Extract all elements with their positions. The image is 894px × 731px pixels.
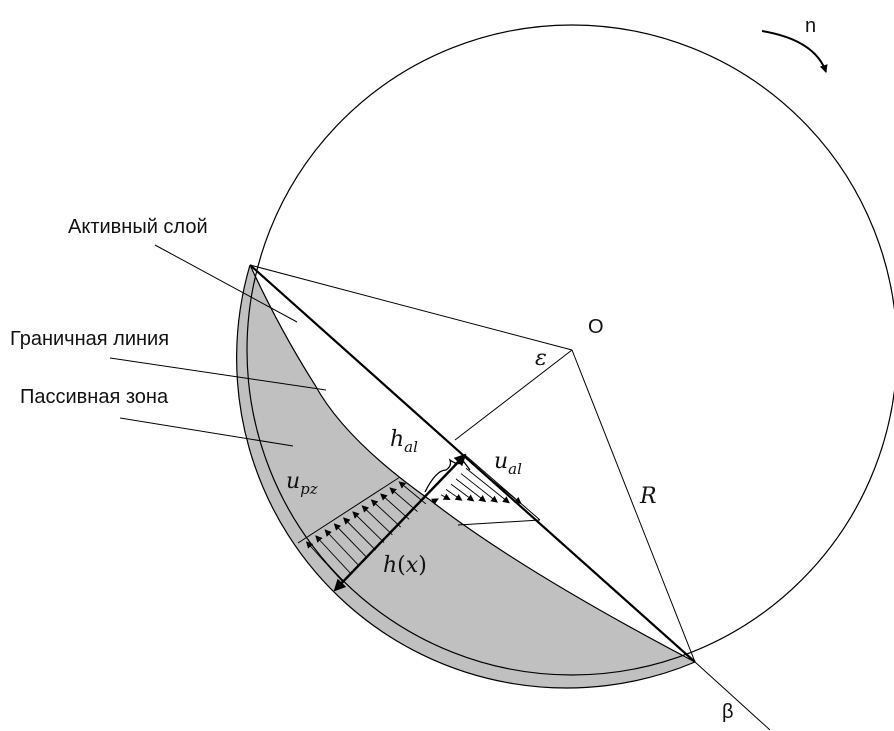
u-al-envelope: [464, 454, 541, 521]
u-al-baseline: [457, 519, 541, 526]
u-pz-base: u: [286, 469, 300, 494]
u-pz-label: upz: [286, 469, 318, 498]
u-pz-arrow: [361, 505, 393, 536]
u-pz-arrow: [324, 529, 360, 566]
u-al-arrows: [431, 462, 522, 505]
h-x-open: (: [397, 553, 406, 578]
h-al-sub: al: [404, 438, 418, 456]
u-pz-arrow: [398, 481, 427, 505]
leader-active-layer: [154, 244, 298, 323]
u-al-sub: al: [508, 460, 522, 478]
h-al-base: h: [390, 427, 404, 452]
u-al-arrow: [455, 478, 487, 503]
center-label: O: [588, 316, 604, 338]
beta-label: β: [722, 701, 734, 723]
u-al-arrow: [470, 462, 522, 505]
u-pz-arrow: [333, 523, 368, 559]
beta-line: [694, 661, 771, 731]
radius-line-R: [571, 349, 696, 663]
u-pz-arrow: [315, 535, 351, 574]
u-pz-arrow: [305, 541, 343, 582]
h-x-base: h: [383, 553, 397, 578]
rotation-arrow-icon: [761, 30, 828, 73]
u-al-arrow: [440, 493, 451, 501]
u-al-base: u: [494, 449, 508, 474]
drum-inner-wall: [236, 264, 696, 689]
u-al-label: ual: [494, 449, 522, 478]
h-x-label: h(x): [383, 553, 427, 578]
u-al-arrow: [431, 498, 439, 505]
epsilon-line: [454, 349, 573, 441]
u-al-arrow: [465, 467, 510, 504]
passive-zone-label: Пассивная зона: [20, 386, 169, 408]
boundary-line: [249, 264, 696, 663]
epsilon-label: ε: [535, 346, 547, 371]
u-pz-arrows: [305, 481, 427, 582]
h-al-brace: [424, 458, 471, 493]
radius-label: R: [639, 484, 657, 509]
passive-zone-region: [236, 265, 695, 688]
rotation-label: n: [805, 15, 816, 37]
h-al-label: hal: [390, 427, 418, 456]
drum-circle: [246, 24, 894, 676]
leader-boundary-line: [109, 357, 327, 391]
u-al-arrow: [460, 473, 498, 503]
thickness-line: [333, 454, 466, 592]
u-pz-arrow: [389, 487, 418, 512]
u-pz-arrow: [343, 517, 376, 551]
u-al-arrow: [450, 483, 475, 502]
h-x-var: x: [406, 553, 419, 578]
u-al-arrow: [445, 489, 463, 501]
boundary-line-label: Граничная линия: [10, 328, 169, 350]
radius-line-upper: [249, 264, 573, 351]
u-pz-arrow: [370, 499, 402, 528]
free-surface-chord: [249, 264, 696, 663]
u-pz-sub: pz: [300, 480, 318, 498]
u-pz-arrow: [380, 493, 410, 520]
h-x-close: ): [418, 553, 427, 578]
leader-passive-zone: [119, 417, 294, 447]
u-pz-baseline: [297, 476, 401, 544]
active-layer-label: Активный слой: [68, 216, 208, 238]
u-pz-arrow: [352, 511, 385, 543]
